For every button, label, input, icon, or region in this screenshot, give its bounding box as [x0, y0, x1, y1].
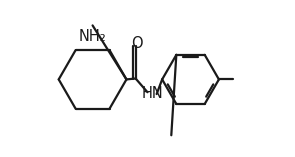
Text: HN: HN	[141, 86, 163, 101]
Text: NH₂: NH₂	[79, 29, 106, 44]
Text: O: O	[131, 36, 142, 51]
